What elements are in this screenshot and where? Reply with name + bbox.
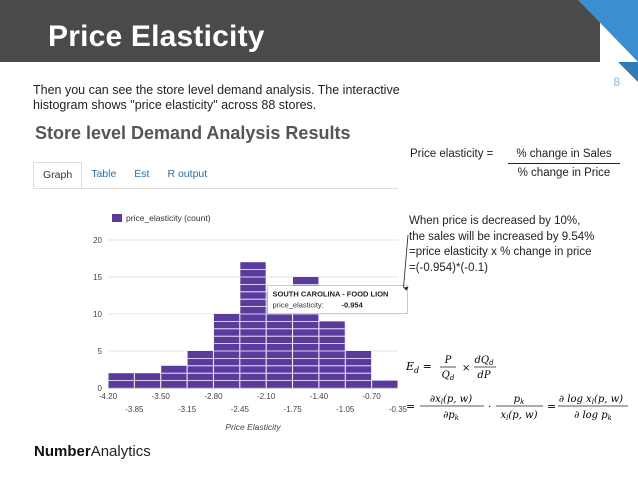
y-tick-label: 10 bbox=[93, 310, 102, 319]
tab-est[interactable]: Est bbox=[134, 168, 150, 180]
legend-swatch bbox=[112, 214, 122, 222]
note-line-3: =price elasticity x % change in price bbox=[409, 246, 592, 258]
histogram-bar[interactable] bbox=[345, 351, 372, 388]
page-number: 8 bbox=[613, 75, 620, 89]
tooltip-value: -0.954 bbox=[342, 301, 364, 310]
formula-lhs: Price elasticity = bbox=[410, 148, 494, 160]
x-tick-label-bottom: -3.85 bbox=[125, 405, 144, 414]
corner-accent-fold bbox=[618, 62, 638, 82]
x-tick-label-top: -2.80 bbox=[204, 392, 223, 401]
elasticity-math-formula: Ed = P Qd × dQd dP = ∂xl(p, w) ∂pk · pk … bbox=[406, 355, 628, 422]
intro-text: Then you can see the store level demand … bbox=[33, 83, 400, 112]
math-dp: dP bbox=[477, 370, 490, 381]
math-dot: · bbox=[488, 402, 491, 413]
tab-bar: Graph Table Est R output bbox=[33, 162, 216, 188]
math-qd: Qd bbox=[442, 370, 455, 382]
y-tick-label: 15 bbox=[93, 273, 102, 282]
math-log-p: ∂ log pk bbox=[574, 410, 612, 422]
histogram-bar[interactable] bbox=[187, 351, 213, 388]
title-banner: Price Elasticity bbox=[0, 0, 600, 62]
histogram-bar[interactable] bbox=[372, 380, 398, 388]
math-log-x: ∂ log xl(p, w) bbox=[559, 394, 623, 406]
x-tick-label-bottom: -1.75 bbox=[283, 405, 302, 414]
section-title: Store level Demand Analysis Results bbox=[35, 123, 351, 143]
math-eq1: = bbox=[406, 400, 415, 413]
annotation-arrowhead bbox=[403, 286, 409, 291]
y-tick-label: 5 bbox=[98, 347, 103, 356]
math-p: P bbox=[444, 355, 452, 366]
tab-graph[interactable]: Graph bbox=[33, 162, 83, 188]
x-tick-label-bottom: -1.05 bbox=[336, 405, 355, 414]
tooltip-label: price_elasticity: bbox=[273, 301, 324, 310]
annotation-arrow bbox=[403, 234, 409, 288]
math-ed: Ed = bbox=[406, 360, 432, 375]
math-partial-x: ∂xl(p, w) bbox=[430, 394, 472, 406]
note-line-2: the sales will be increased by 9.54% bbox=[409, 230, 595, 243]
formula-fraction: % change in Sales % change in Price bbox=[508, 148, 620, 179]
x-tick-label-top: -4.20 bbox=[99, 392, 118, 401]
math-dqd: dQd bbox=[474, 355, 494, 367]
tab-r-output[interactable]: R output bbox=[167, 168, 208, 180]
tooltip-box bbox=[267, 285, 408, 314]
tab-table[interactable]: Table bbox=[91, 168, 117, 180]
y-tick-label: 20 bbox=[93, 236, 102, 245]
elasticity-histogram[interactable]: 0 5 10 15 20 price_elasticity (count) -4.20 -3.… bbox=[80, 205, 410, 440]
math-partial-p: ∂pk bbox=[443, 410, 459, 422]
elasticity-note: When price is decreased by 10%, the sale… bbox=[409, 214, 624, 276]
histogram-bar[interactable] bbox=[161, 365, 187, 388]
x-tick-label-bottom: -3.15 bbox=[178, 405, 197, 414]
slide-title: Price Elasticity bbox=[48, 20, 265, 53]
note-line-1: When price is decreased by 10%, bbox=[409, 215, 581, 227]
x-tick-label-bottom: -0.35 bbox=[389, 405, 408, 414]
x-axis-label: Price Elasticity bbox=[225, 422, 281, 432]
formula-denominator: % change in Price bbox=[517, 167, 611, 179]
x-tick-label-top: -0.70 bbox=[363, 392, 382, 401]
math-pk: pk bbox=[514, 394, 525, 406]
legend-label: price_elasticity (count) bbox=[126, 213, 211, 223]
histogram-bar[interactable] bbox=[240, 262, 266, 388]
x-tick-label-top: -1.40 bbox=[310, 392, 329, 401]
math-xl: xl(p, w) bbox=[500, 410, 537, 422]
tooltip-title: SOUTH CAROLINA - FOOD LION bbox=[273, 290, 389, 299]
histogram-bar[interactable] bbox=[213, 314, 240, 388]
corner-accent bbox=[578, 0, 638, 62]
histogram-bar[interactable] bbox=[108, 373, 134, 388]
formula-numerator: % change in Sales bbox=[508, 148, 620, 164]
tab-underline bbox=[33, 188, 398, 189]
note-line-4: =(-0.954)*(-0.1) bbox=[409, 261, 488, 274]
math-eq2: = bbox=[547, 400, 556, 413]
company-logo: NumberAnalytics bbox=[34, 443, 151, 460]
math-times: × bbox=[462, 363, 470, 374]
histogram-bar[interactable] bbox=[319, 321, 345, 388]
x-tick-label-bottom: -2.45 bbox=[231, 405, 250, 414]
x-tick-label-top: -3.50 bbox=[152, 392, 171, 401]
histogram-bar[interactable] bbox=[134, 373, 161, 388]
x-tick-label-top: -2.10 bbox=[257, 392, 276, 401]
y-tick-label: 0 bbox=[98, 384, 103, 393]
